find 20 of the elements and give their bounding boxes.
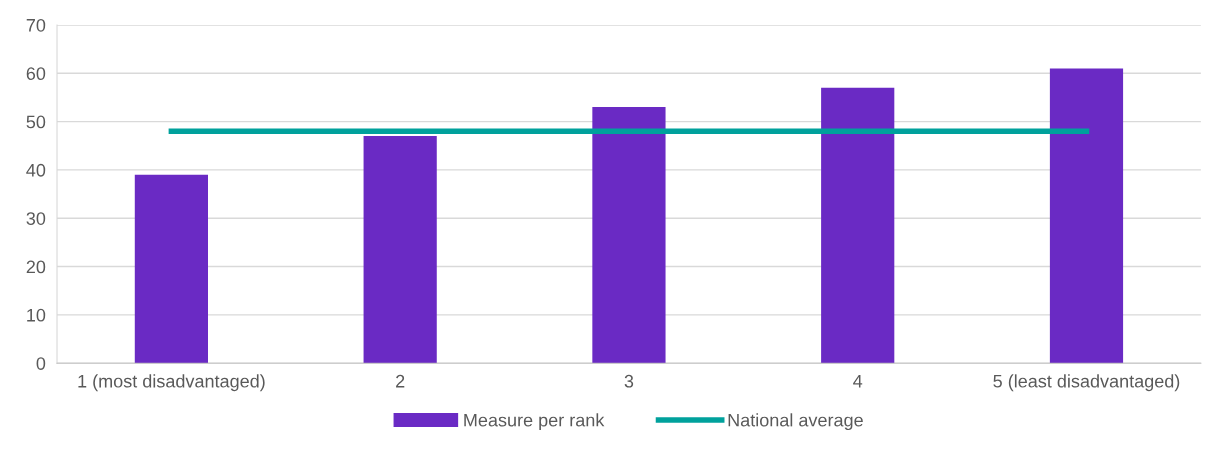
bar [363,136,437,364]
y-tick-label: 0 [36,357,46,370]
legend-label: National average [728,413,863,431]
x-tick-label: 5 (least disadvantaged) [993,374,1180,392]
x-tick-label: 3 [624,374,634,388]
x-tick-label: 2 [396,374,405,388]
y-tick-label: 60 [26,67,46,81]
bar [592,107,666,364]
x-tick-label: 1 (most disadvantaged) [78,374,265,392]
y-tick-label: 30 [26,212,46,225]
x-tick-label: 4 [853,374,863,388]
y-tick-label: 40 [26,163,46,177]
y-tick-label: 70 [26,18,46,32]
bar [1049,68,1124,364]
legend-label: Measure per rank [464,413,605,431]
bar [134,174,208,364]
y-tick-label: 50 [26,115,46,129]
y-tick-label: 20 [26,260,46,274]
y-tick-label: 10 [27,308,46,322]
bar [821,87,895,364]
